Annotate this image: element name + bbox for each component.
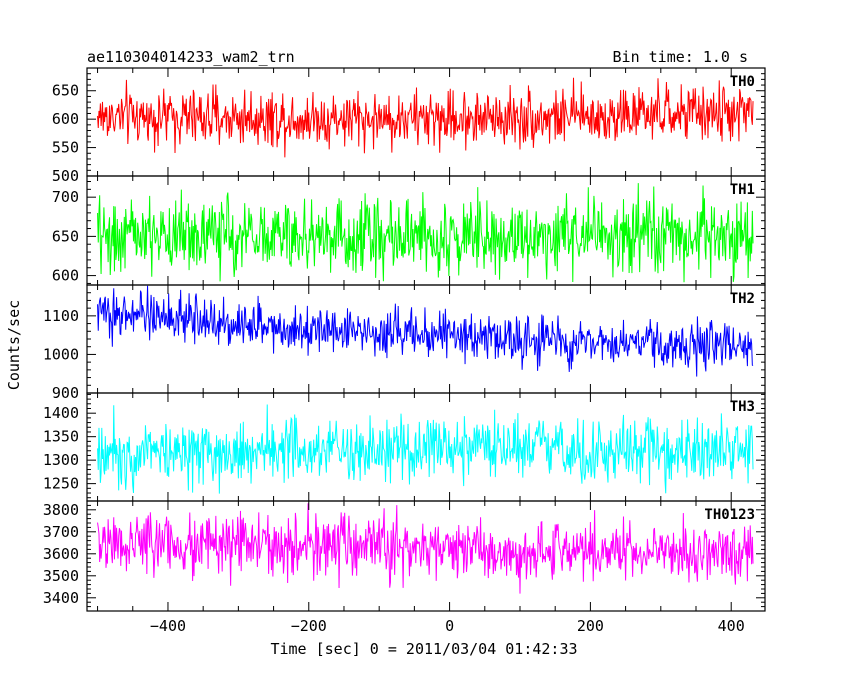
series-line-th2 bbox=[97, 285, 754, 377]
x-tick-label: −200 bbox=[291, 617, 327, 635]
y-tick-label: 3700 bbox=[43, 523, 79, 541]
panel-label: TH0123 bbox=[704, 507, 755, 523]
series-line-th0 bbox=[97, 77, 754, 158]
y-tick-label: 600 bbox=[52, 267, 79, 285]
panel-th0: 500 550 600 650 TH0 bbox=[52, 67, 766, 185]
panels: 500 550 600 650 TH0 600 650 700 TH1 900 1000 1100 TH… bbox=[43, 67, 766, 635]
y-tick-label: 1400 bbox=[43, 404, 79, 422]
y-tick-label: 650 bbox=[52, 82, 79, 100]
panel-label: TH0 bbox=[730, 74, 755, 90]
panel-th3: 1250 1300 1350 1400 TH3 bbox=[43, 392, 766, 502]
y-tick-label: 650 bbox=[52, 227, 79, 245]
panel-frame bbox=[86, 500, 766, 612]
panel-th1: 600 650 700 TH1 bbox=[52, 175, 766, 286]
panel-label: TH3 bbox=[730, 399, 755, 415]
x-tick-label: −400 bbox=[150, 617, 186, 635]
x-tick-label: 400 bbox=[718, 617, 745, 635]
y-tick-label: 3800 bbox=[43, 501, 79, 519]
y-tick-label: 1100 bbox=[43, 307, 79, 325]
y-tick-label: 550 bbox=[52, 139, 79, 157]
y-tick-label: 3400 bbox=[43, 589, 79, 607]
series-line-th3 bbox=[97, 404, 754, 494]
bin-time-label: Bin time: 1.0 s bbox=[613, 48, 748, 66]
y-tick-label: 1350 bbox=[43, 428, 79, 446]
panel-th2: 900 1000 1100 TH2 bbox=[43, 284, 766, 402]
y-tick-label: 3600 bbox=[43, 545, 79, 563]
y-tick-label: 500 bbox=[52, 167, 79, 185]
y-tick-label: 1250 bbox=[43, 475, 79, 493]
y-tick-label: 1300 bbox=[43, 451, 79, 469]
y-tick-label: 900 bbox=[52, 384, 79, 402]
y-tick-label: 600 bbox=[52, 110, 79, 128]
x-axis-label: Time [sec] 0 = 2011/03/04 01:42:33 bbox=[270, 640, 577, 658]
panel-label: TH2 bbox=[730, 291, 755, 307]
x-tick-label: 200 bbox=[577, 617, 604, 635]
y-tick-label: 700 bbox=[52, 188, 79, 206]
plot-title: ae110304014233_wam2_trn bbox=[87, 48, 295, 66]
series-line-th0123 bbox=[97, 503, 754, 594]
y-tick-label: 1000 bbox=[43, 345, 79, 363]
panel-th0123: 3400 3500 3600 3700 3800 −400 −200 0 200 400 TH012… bbox=[43, 500, 766, 635]
panel-label: TH1 bbox=[730, 182, 755, 198]
series-line-th1 bbox=[97, 183, 754, 283]
y-axis-label: Counts/sec bbox=[5, 300, 23, 390]
y-tick-label: 3500 bbox=[43, 567, 79, 585]
x-tick-label: 0 bbox=[445, 617, 454, 635]
